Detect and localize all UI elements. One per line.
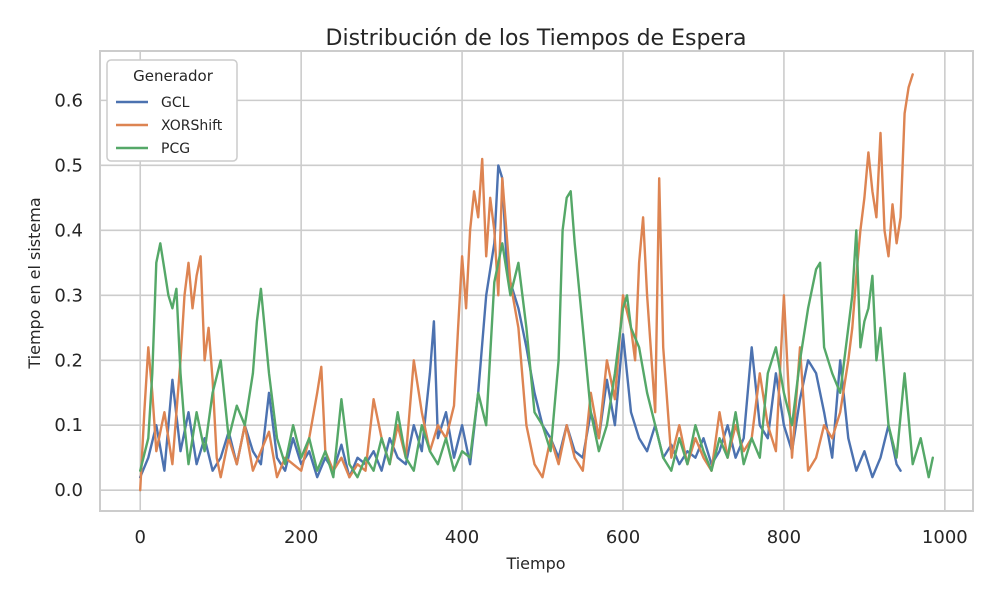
x-axis-label: Tiempo	[505, 554, 565, 573]
x-tick-label: 0	[135, 527, 146, 548]
legend-label-gcl: GCL	[161, 95, 190, 111]
legend-items: GCL XORShift PCG	[116, 95, 223, 157]
y-tick-label: 0.6	[54, 90, 83, 111]
y-tick-label: 0.4	[54, 220, 83, 241]
legend-box	[106, 59, 238, 162]
legend-label-pcg: PCG	[161, 141, 190, 157]
x-tick-label: 400	[445, 527, 479, 548]
chart-title: Distribución de los Tiempos de Espera	[326, 26, 747, 51]
y-axis-label: Tiempo en el sistema	[25, 197, 44, 369]
series-line-gcl	[138, 164, 902, 479]
tick-labels: 0 200 400 600 800 1000 0.0 0.1 0.2 0.3 0.4 0.5 0.6	[54, 90, 967, 548]
y-tick-label: 0.2	[54, 350, 83, 371]
x-tick-label: 800	[767, 527, 801, 548]
series-line-xorshift	[138, 73, 914, 492]
grid	[100, 51, 973, 511]
legend: Generador GCL XORShift PCG	[106, 59, 238, 162]
y-tick-label: 0.5	[54, 155, 83, 176]
x-tick-label: 1000	[922, 527, 968, 548]
x-tick-label: 600	[606, 527, 640, 548]
legend-label-xorshift: XORShift	[161, 118, 223, 134]
plot-frame	[99, 50, 974, 512]
y-tick-label: 0.0	[54, 480, 83, 501]
series-line-pcg	[138, 190, 934, 479]
legend-title: Generador	[133, 67, 214, 85]
y-tick-label: 0.3	[54, 285, 83, 306]
x-tick-label: 200	[284, 527, 318, 548]
y-tick-label: 0.1	[54, 415, 83, 436]
series-lines	[138, 73, 934, 492]
